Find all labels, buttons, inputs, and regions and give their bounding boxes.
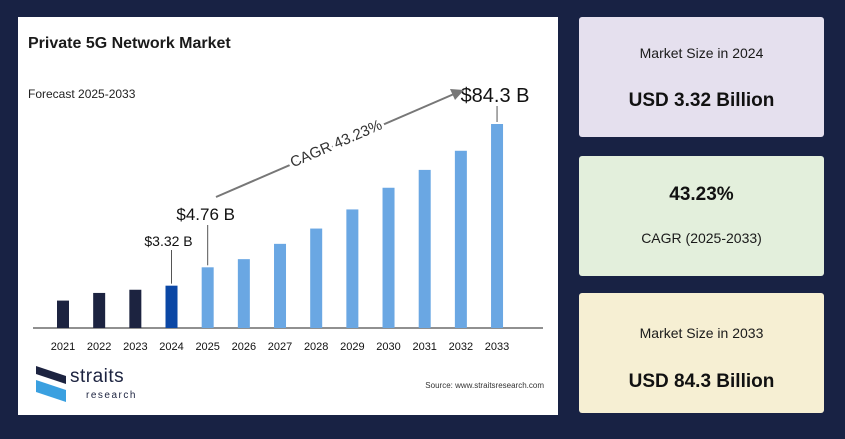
card-market-size-2024: Market Size in 2024 USD 3.32 Billion xyxy=(579,17,824,137)
card-value: USD 84.3 Billion xyxy=(628,371,775,392)
x-tick-label: 2022 xyxy=(87,341,111,353)
chart-title: Private 5G Network Market xyxy=(28,35,231,52)
chart-panel: Private 5G Network Market Forecast 2025-… xyxy=(18,17,558,415)
x-tick-label: 2025 xyxy=(195,341,219,353)
data-label-2033: $84.3 B xyxy=(461,85,530,107)
cagr-arrowhead-icon xyxy=(450,89,464,100)
card-label: Market Size in 2033 xyxy=(639,325,764,341)
bar-2023 xyxy=(129,289,142,328)
card-value: 43.23% xyxy=(669,184,734,205)
bar-2030 xyxy=(382,187,395,328)
x-tick-label: 2026 xyxy=(232,341,256,353)
x-tick-label: 2027 xyxy=(268,341,292,353)
x-tick-label: 2021 xyxy=(51,341,75,353)
x-tick-label: 2033 xyxy=(485,341,509,353)
card-cagr: 43.23% CAGR (2025-2033) xyxy=(579,156,824,276)
bar-chart: 2021 2022 2023 2024 2025 2026 2027 2028 2029 2030… xyxy=(33,85,543,353)
card-label: CAGR (2025-2033) xyxy=(641,230,762,246)
cagr-arrow-line xyxy=(215,93,455,198)
card-label: Market Size in 2024 xyxy=(639,45,764,61)
x-tick-label: 2032 xyxy=(449,341,473,353)
logo-mark-icon xyxy=(36,366,66,402)
bar-2027 xyxy=(274,243,287,328)
bar-2022 xyxy=(93,292,106,328)
bar-2026 xyxy=(237,259,250,328)
logo-sub: research xyxy=(86,390,137,401)
x-tick-label: 2030 xyxy=(376,341,400,353)
bar-2032 xyxy=(454,150,467,328)
data-label-2024: $3.32 B xyxy=(144,233,192,249)
x-tick-label: 2023 xyxy=(123,341,147,353)
x-tick-label: 2028 xyxy=(304,341,328,353)
x-tick-label: 2029 xyxy=(340,341,364,353)
bar-2031 xyxy=(418,169,431,328)
card-value: USD 3.32 Billion xyxy=(628,90,775,111)
bar-2024 xyxy=(165,285,178,328)
bar-2028 xyxy=(310,228,323,328)
logo-name: straits xyxy=(70,366,125,387)
x-tick-label: 2031 xyxy=(412,341,436,353)
cagr-label: CAGR 43.23% xyxy=(288,117,385,172)
straits-research-logo: straits research xyxy=(36,364,166,404)
x-tick-label: 2024 xyxy=(159,341,183,353)
bar-2021 xyxy=(57,300,69,328)
bar-2029 xyxy=(346,209,359,328)
bar-2025 xyxy=(201,267,214,328)
bar-2033 xyxy=(491,124,504,328)
card-market-size-2033: Market Size in 2033 USD 84.3 Billion xyxy=(579,293,824,413)
chart-subtitle: Forecast 2025-2033 xyxy=(28,87,136,101)
source-text: Source: www.straitsresearch.com xyxy=(425,381,544,390)
data-label-2025: $4.76 B xyxy=(176,205,235,224)
